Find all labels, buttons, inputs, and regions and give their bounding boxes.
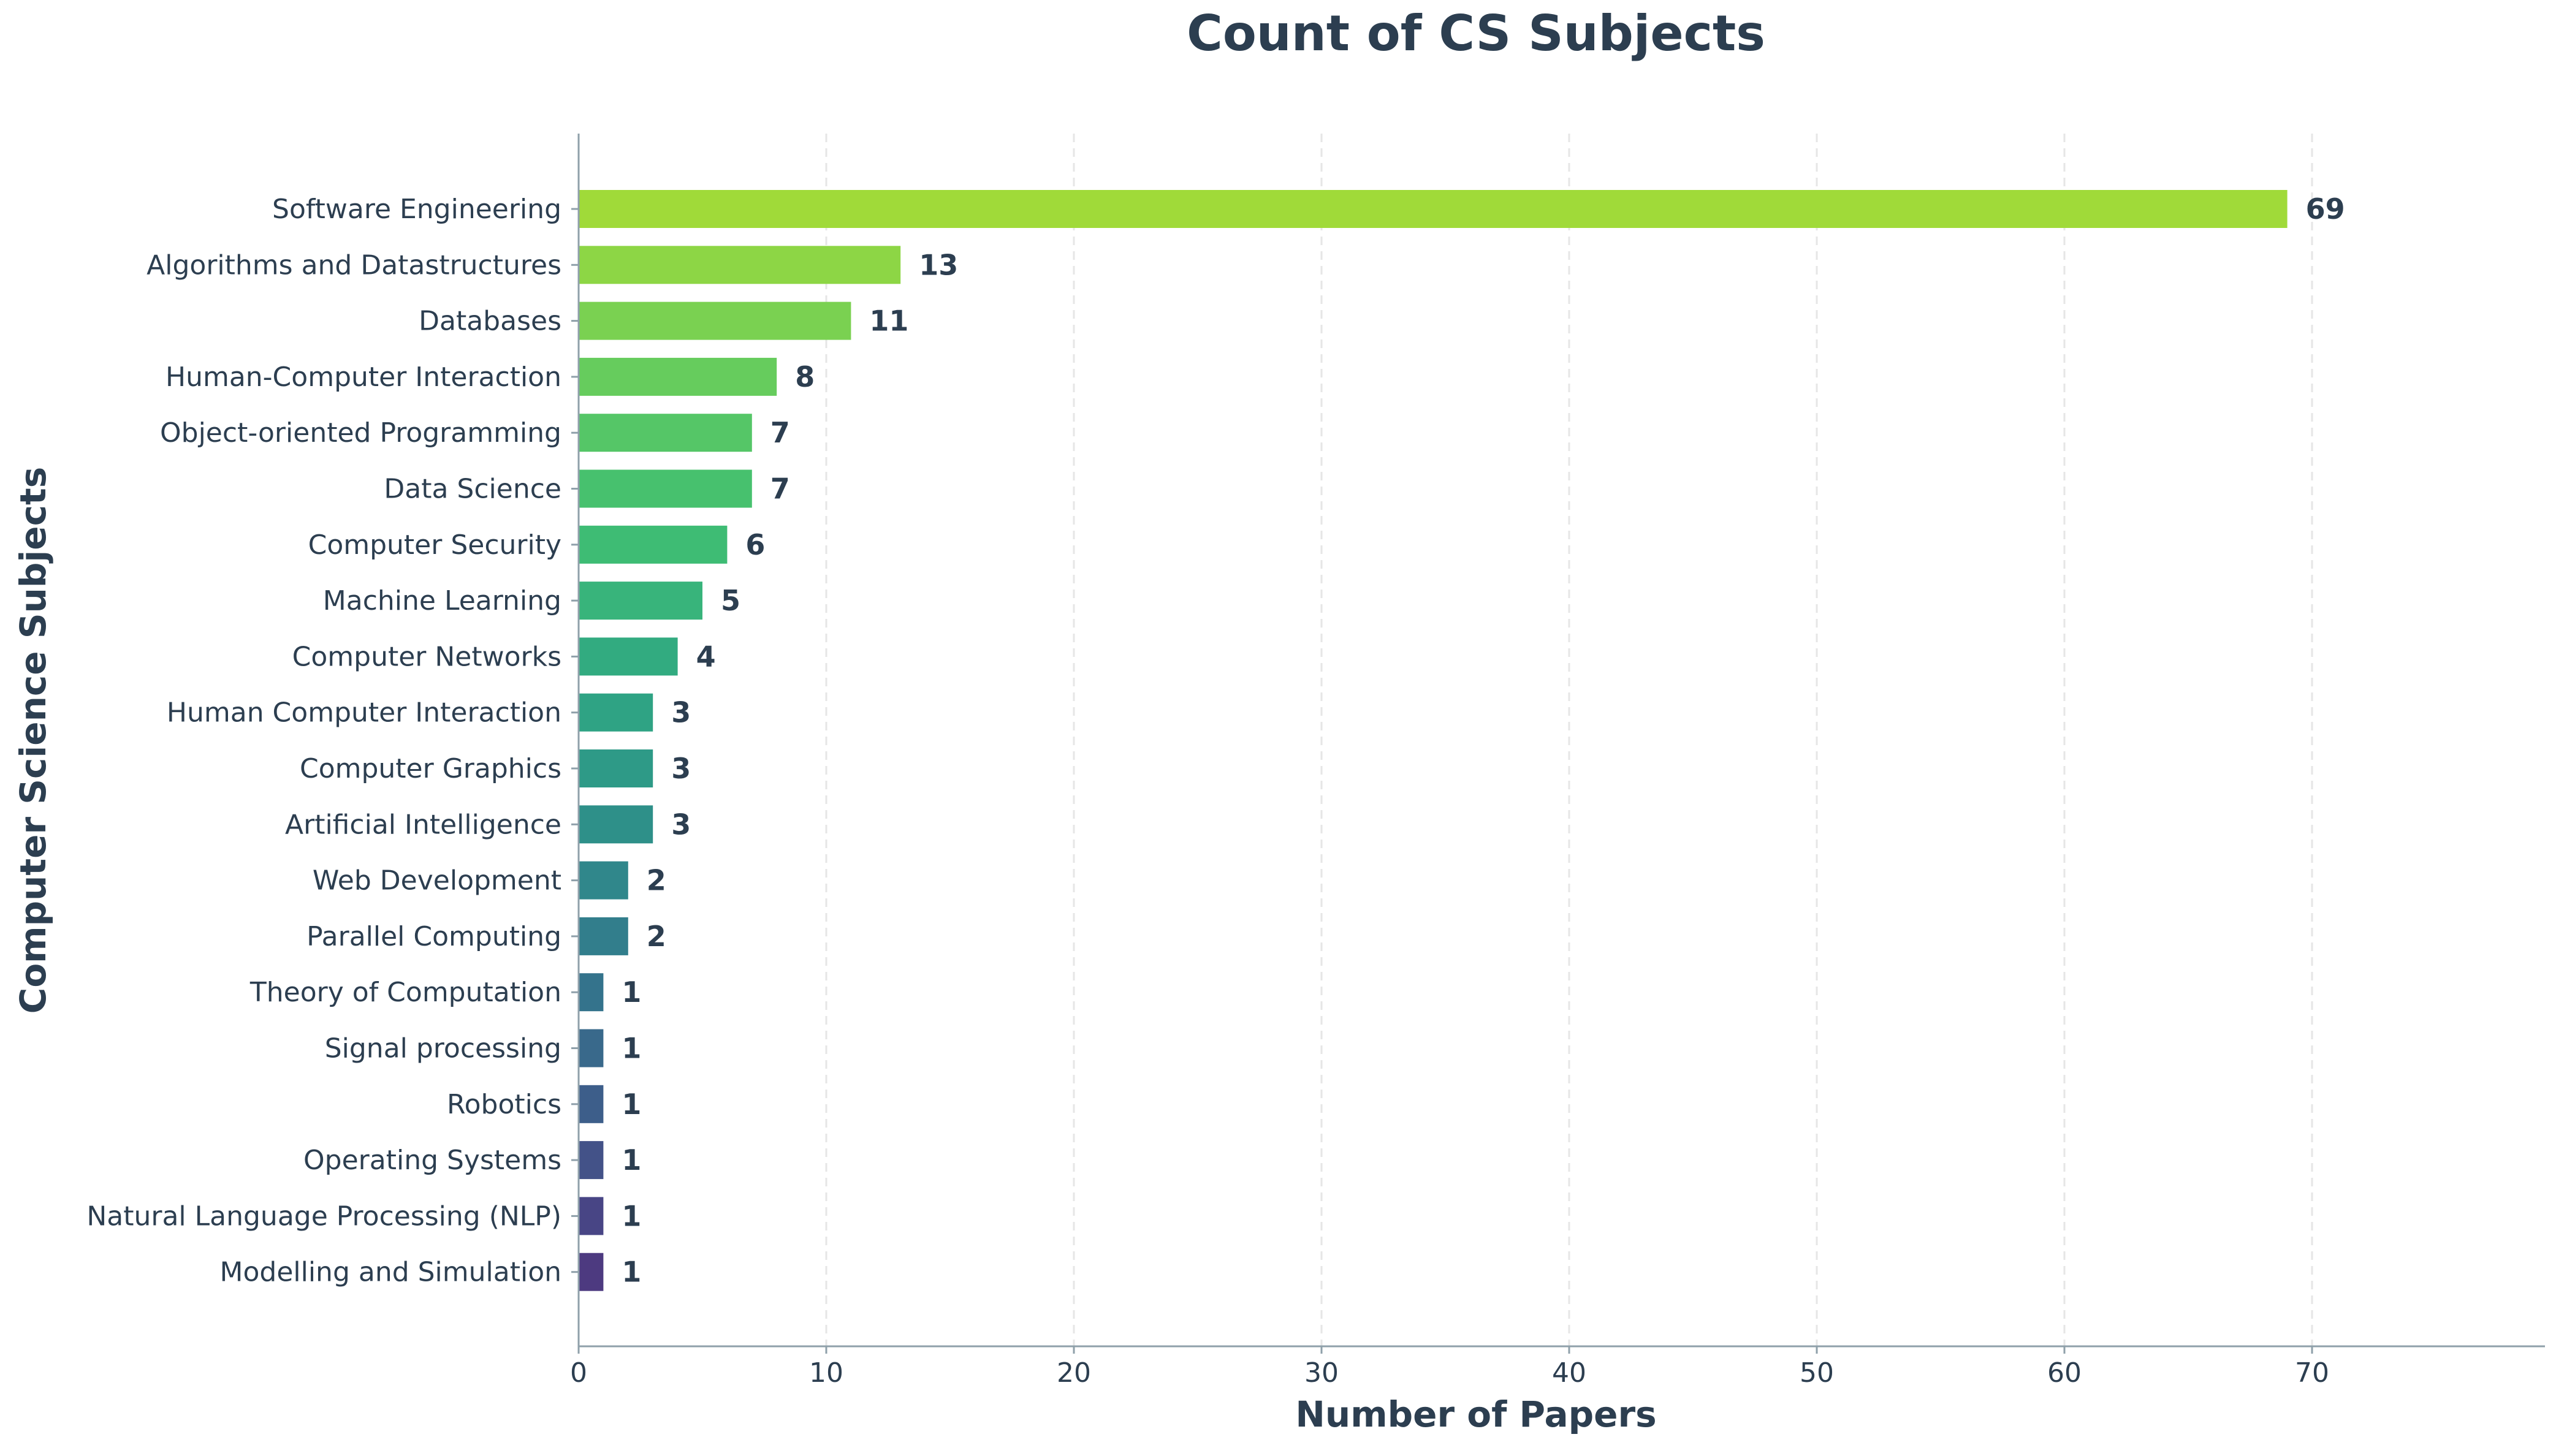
data-label: 3 [671,808,691,841]
y-tick-label: Algorithms and Datastructures [146,249,561,281]
x-axis-label: Number of Papers [1295,1393,1656,1435]
y-tick-label: Data Science [384,474,561,505]
y-tick-label: Software Engineering [272,194,561,225]
data-label: 11 [869,305,908,338]
x-tick-label: 40 [1552,1357,1586,1389]
data-label: 1 [622,1032,641,1065]
y-tick-label: Robotics [447,1089,561,1120]
x-tick-label: 0 [570,1357,587,1389]
bar [579,1253,604,1291]
y-tick-label: Machine Learning [323,585,561,616]
chart-title: Count of CS Subjects [1187,5,1765,62]
y-tick-label: Theory of Computation [249,977,561,1008]
y-tick-label: Databases [419,306,561,337]
bar [579,190,2288,228]
x-tick-label: 70 [2295,1357,2329,1389]
data-label: 69 [2306,192,2345,226]
bar [579,861,628,900]
y-tick-label: Computer Graphics [300,753,561,784]
y-axis-label: Computer Science Subjects [12,467,54,1014]
bar [579,917,628,955]
bar [579,1085,604,1123]
bar [579,414,752,452]
data-label: 4 [696,640,716,673]
y-tick-label: Modelling and Simulation [220,1257,562,1288]
data-label: 2 [647,864,666,897]
bar [579,637,678,676]
bar [579,805,653,844]
data-label: 5 [721,584,740,617]
bar [579,301,851,340]
y-tick-label: Signal processing [325,1033,561,1064]
data-label: 6 [745,528,765,561]
bar [579,469,752,508]
x-tick-label: 60 [2047,1357,2082,1389]
bar [579,246,901,284]
y-tick-label: Natural Language Processing (NLP) [86,1200,561,1232]
bar [579,1197,604,1235]
data-label: 7 [770,472,790,506]
data-label: 1 [622,1088,641,1121]
data-label: 1 [622,976,641,1009]
x-tick-label: 10 [809,1357,843,1389]
axes: 0 10 20 30 40 50 60 70 Software Engineering Algor… [86,134,2545,1389]
y-tick-label: Artificial Intelligence [285,809,561,840]
y-tick-label: Human Computer Interaction [167,697,561,729]
x-tick-label: 50 [1800,1357,1834,1389]
data-label: 1 [622,1199,641,1232]
data-label: 13 [919,248,958,281]
y-tick-label: Human-Computer Interaction [165,362,561,393]
data-label: 1 [622,1143,641,1177]
data-label: 7 [770,416,790,449]
bar [579,749,653,787]
y-tick-label: Web Development [313,865,561,897]
bar [579,525,728,564]
x-tick-label: 30 [1304,1357,1339,1389]
data-label: 3 [671,696,691,729]
bar [579,1029,604,1067]
data-label: 3 [671,752,691,785]
y-tick-label: Operating Systems [303,1145,561,1176]
y-tick-label: Computer Networks [292,641,561,672]
data-label: 1 [622,1256,641,1289]
data-label: 2 [647,920,666,953]
grid-lines [825,134,2313,1346]
y-tick-label: Object-oriented Programming [160,417,561,449]
bar [579,582,702,620]
y-tick-label: Computer Security [308,529,561,561]
y-tick-label: Parallel Computing [306,921,561,952]
bar [579,973,604,1012]
bar [579,357,777,396]
data-label: 8 [795,360,815,393]
bar [579,1141,604,1180]
bar [579,693,653,732]
x-tick-label: 20 [1057,1357,1091,1389]
